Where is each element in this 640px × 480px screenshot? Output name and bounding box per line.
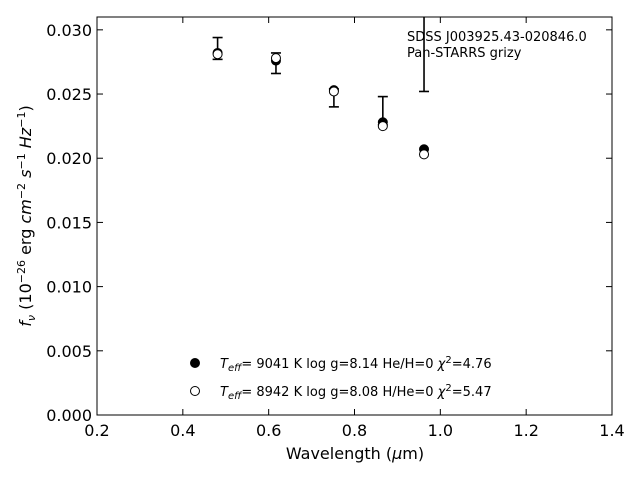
x-tick-label: 0.8 bbox=[342, 421, 367, 440]
x-tick-label: 1.4 bbox=[599, 421, 624, 440]
model-point-open bbox=[328, 86, 339, 97]
y-tick-label: 0.025 bbox=[46, 85, 92, 104]
y-tick-label: 0.030 bbox=[46, 21, 92, 40]
x-tick-label: 0.2 bbox=[84, 421, 109, 440]
model-point-open bbox=[212, 49, 223, 60]
y-tick-label: 0.020 bbox=[46, 149, 92, 168]
y-tick-label: 0.005 bbox=[46, 342, 92, 361]
y-tick-label: 0.015 bbox=[46, 213, 92, 232]
legend-filled-marker bbox=[190, 358, 200, 368]
plot-frame bbox=[96, 16, 613, 416]
model-point-open bbox=[270, 53, 281, 64]
target-name-annotation: SDSS J003925.43-020846.0 bbox=[407, 30, 587, 45]
y-tick-label: 0.010 bbox=[46, 278, 92, 297]
x-tick-label: 0.6 bbox=[256, 421, 281, 440]
y-axis-ticks: 0.000 0.005 0.010 0.015 0.020 0.025 0.030 bbox=[46, 21, 612, 425]
x-axis-ticks: 0.2 0.4 0.6 0.8 1.0 1.2 1.4 bbox=[84, 17, 625, 440]
plot-area bbox=[212, 17, 430, 160]
legend-entry-2: Teff= 8942 K log g=8.08 H/He=0 χ2=5.47 bbox=[220, 383, 492, 402]
y-tick-label: 0.000 bbox=[46, 406, 92, 425]
legend-open-marker bbox=[190, 386, 200, 396]
x-tick-label: 0.4 bbox=[170, 421, 195, 440]
legend: Teff= 9041 K log g=8.14 He/H=0 χ2=4.76 T… bbox=[190, 355, 492, 402]
survey-annotation: Pan-STARRS grizy bbox=[407, 46, 522, 61]
x-tick-label: 1.2 bbox=[513, 421, 538, 440]
y-axis-label: fν (10−26 erg cm−2 s−1 Hz−1) bbox=[15, 105, 38, 326]
model-point-open bbox=[377, 121, 388, 132]
legend-entry-1: Teff= 9041 K log g=8.14 He/H=0 χ2=4.76 bbox=[220, 355, 492, 374]
x-tick-label: 1.0 bbox=[428, 421, 453, 440]
x-axis-label: Wavelength (μm) bbox=[286, 444, 424, 463]
model-point-open bbox=[419, 149, 430, 160]
